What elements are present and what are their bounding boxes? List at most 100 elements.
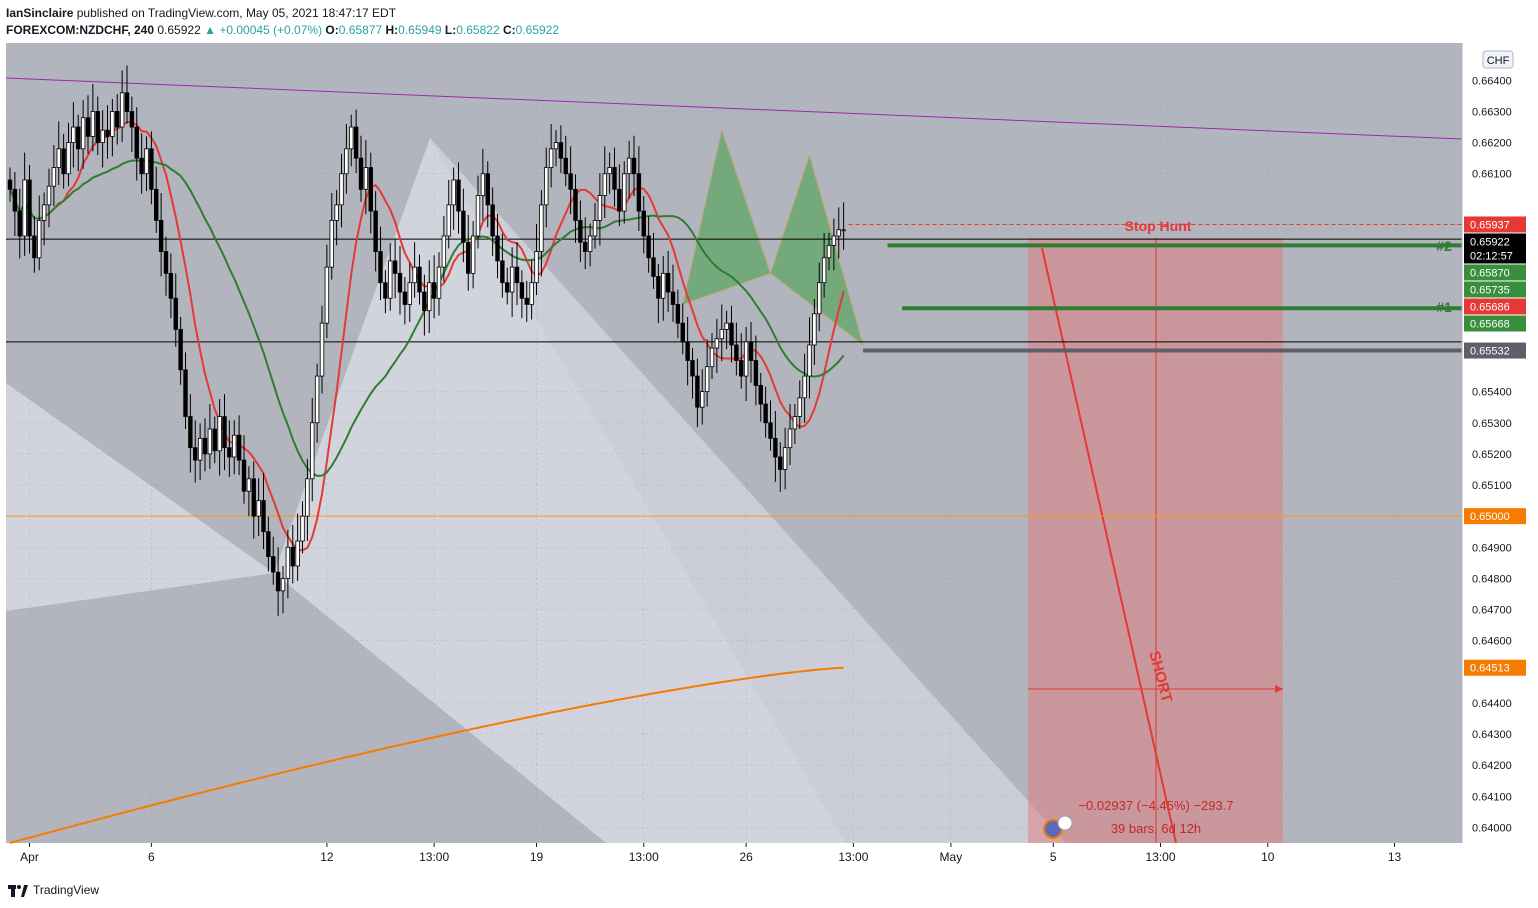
candle-body[interactable] bbox=[412, 266, 417, 284]
candle-body[interactable] bbox=[295, 540, 300, 567]
candle-body[interactable] bbox=[388, 260, 393, 299]
candle-body[interactable] bbox=[76, 126, 81, 150]
candle-body[interactable] bbox=[821, 257, 827, 284]
candle-body[interactable] bbox=[22, 179, 27, 237]
candle-body[interactable] bbox=[466, 241, 471, 274]
candle-body[interactable] bbox=[617, 188, 622, 212]
candle-body[interactable] bbox=[80, 117, 86, 150]
candle-body[interactable] bbox=[285, 546, 291, 579]
candle-body[interactable] bbox=[592, 220, 598, 237]
candle-body[interactable] bbox=[280, 578, 286, 592]
candle-body[interactable] bbox=[534, 251, 539, 284]
candle-body[interactable] bbox=[193, 447, 198, 461]
candle-body[interactable] bbox=[129, 111, 135, 128]
candle-body[interactable] bbox=[100, 129, 105, 144]
candle-body[interactable] bbox=[115, 111, 120, 128]
candle-body[interactable] bbox=[124, 92, 130, 112]
candle-body[interactable] bbox=[529, 282, 534, 305]
candle-body[interactable] bbox=[836, 229, 841, 237]
candle-body[interactable] bbox=[56, 148, 61, 168]
ma-green-line[interactable] bbox=[9, 159, 845, 477]
candle-body[interactable] bbox=[636, 173, 642, 212]
candle-body[interactable] bbox=[324, 266, 330, 324]
candle-body[interactable] bbox=[753, 360, 759, 386]
candle-body[interactable] bbox=[27, 179, 32, 237]
tradingview-logo-icon[interactable] bbox=[8, 883, 28, 897]
candle-body[interactable] bbox=[207, 428, 213, 455]
candle-body[interactable] bbox=[144, 148, 149, 175]
candle-body[interactable] bbox=[539, 204, 544, 252]
candle-body[interactable] bbox=[110, 111, 115, 137]
candle-body[interactable] bbox=[685, 341, 690, 361]
candle-body[interactable] bbox=[724, 322, 729, 330]
candle-body[interactable] bbox=[261, 500, 266, 533]
candle-body[interactable] bbox=[778, 456, 783, 470]
candle-body[interactable] bbox=[353, 126, 359, 159]
candle-body[interactable] bbox=[802, 375, 807, 399]
candle-body[interactable] bbox=[392, 260, 398, 274]
candle-body[interactable] bbox=[578, 220, 583, 243]
candle-body[interactable] bbox=[826, 244, 832, 259]
candle-body[interactable] bbox=[787, 428, 793, 449]
candle-body[interactable] bbox=[558, 142, 564, 159]
event-count-icon[interactable] bbox=[1057, 815, 1073, 831]
candle-body[interactable] bbox=[773, 437, 778, 458]
tag-1-label[interactable]: #1 bbox=[1436, 299, 1452, 315]
candle-body[interactable] bbox=[461, 210, 466, 243]
candle-body[interactable] bbox=[232, 434, 237, 458]
candle-body[interactable] bbox=[709, 347, 715, 368]
candle-body[interactable] bbox=[12, 188, 18, 212]
candle-body[interactable] bbox=[217, 416, 222, 452]
candle-body[interactable] bbox=[41, 204, 47, 221]
candle-body[interactable] bbox=[841, 229, 846, 232]
candle-body[interactable] bbox=[812, 313, 817, 346]
candle-body[interactable] bbox=[37, 220, 42, 259]
candle-body[interactable] bbox=[158, 220, 164, 252]
trendline-purple[interactable] bbox=[5, 77, 1463, 140]
candle-body[interactable] bbox=[573, 188, 578, 221]
candle-body[interactable] bbox=[612, 167, 617, 190]
candle-body[interactable] bbox=[373, 210, 378, 252]
candle-body[interactable] bbox=[173, 297, 178, 330]
candle-body[interactable] bbox=[480, 173, 486, 196]
candle-body[interactable] bbox=[349, 126, 354, 150]
candle-body[interactable] bbox=[456, 179, 461, 212]
candle-body[interactable] bbox=[563, 157, 568, 175]
candle-body[interactable] bbox=[402, 291, 408, 305]
price-scale[interactable] bbox=[1462, 43, 1530, 843]
candle-body[interactable] bbox=[422, 291, 427, 312]
candle-body[interactable] bbox=[782, 447, 788, 470]
candle-body[interactable] bbox=[646, 235, 651, 259]
symbol-label[interactable]: FOREXCOM:NZDCHF, 240 bbox=[6, 23, 155, 37]
candle-body[interactable] bbox=[271, 556, 276, 573]
candle-body[interactable] bbox=[397, 272, 403, 293]
candle-body[interactable] bbox=[417, 266, 422, 293]
candle-body[interactable] bbox=[631, 157, 637, 175]
price-chart[interactable]: 0.66400 0.66300 0.66200 0.66100 0.65400 0.653… bbox=[5, 43, 1530, 870]
candle-body[interactable] bbox=[256, 500, 261, 517]
candle-body[interactable] bbox=[495, 235, 500, 262]
candle-body[interactable] bbox=[275, 571, 281, 592]
tag-2-label[interactable]: #2 bbox=[1436, 238, 1452, 254]
candle-body[interactable] bbox=[524, 297, 529, 305]
author-name[interactable]: IanSinclaire bbox=[6, 6, 74, 20]
candle-body[interactable] bbox=[339, 173, 344, 206]
candle-body[interactable] bbox=[300, 515, 305, 542]
ma-orange-line[interactable] bbox=[9, 666, 844, 844]
candle-body[interactable] bbox=[310, 422, 315, 480]
candle-body[interactable] bbox=[485, 173, 490, 206]
candle-body[interactable] bbox=[661, 272, 666, 299]
candle-body[interactable] bbox=[568, 173, 573, 190]
candle-body[interactable] bbox=[188, 416, 193, 449]
candle-body[interactable] bbox=[807, 344, 812, 377]
ma-red-line[interactable] bbox=[9, 120, 845, 552]
candle-body[interactable] bbox=[222, 416, 227, 449]
stop-hunt-label[interactable]: Stop Hunt bbox=[1125, 218, 1192, 234]
candle-body[interactable] bbox=[178, 328, 183, 371]
candle-body[interactable] bbox=[436, 266, 442, 299]
candle-body[interactable] bbox=[378, 251, 383, 284]
candle-body[interactable] bbox=[149, 148, 154, 190]
candle-body[interactable] bbox=[61, 148, 66, 175]
candle-body[interactable] bbox=[32, 235, 37, 259]
footer-brand[interactable]: TradingView bbox=[33, 883, 100, 897]
